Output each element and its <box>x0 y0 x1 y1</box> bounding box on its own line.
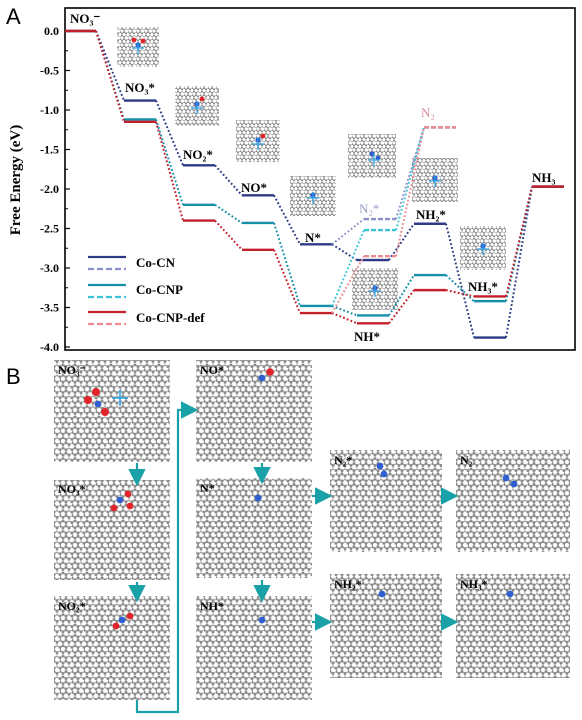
state-label-no3-minus: NO₃⁻ <box>70 11 100 26</box>
connector <box>214 219 243 251</box>
y-tick-label: -2.5 <box>40 222 59 236</box>
connector <box>331 304 358 317</box>
slab-label-nh-ads: NH* <box>200 599 224 613</box>
connector <box>155 119 184 206</box>
slab-nh2-ads <box>330 574 442 678</box>
panel-a-letter: A <box>6 4 21 29</box>
slab-nh3-ads <box>456 574 570 678</box>
series-layer <box>65 29 564 339</box>
y-tick-label: -1.5 <box>40 143 59 157</box>
connector <box>331 229 365 307</box>
connector <box>331 255 365 314</box>
scheme-arrows <box>128 401 459 714</box>
connector <box>331 312 358 325</box>
slab-n-ads <box>196 478 312 578</box>
state-label-no3-ads: NO₃* <box>125 80 155 95</box>
series-co-cnp <box>65 29 564 317</box>
y-axis-label: Free Energy (eV) <box>8 125 24 236</box>
slab-no3-ads <box>54 480 170 580</box>
y-tick-label: -1.0 <box>40 103 59 117</box>
state-label-n-ads: N* <box>305 230 321 245</box>
slab-no2-ads <box>54 596 170 700</box>
slab-label-n2-ads: N₂* <box>334 453 352 467</box>
series-co-cnp-def <box>65 29 564 325</box>
y-tick-label: 0.0 <box>44 24 59 38</box>
connector <box>388 289 415 324</box>
connector <box>214 203 243 224</box>
panel-b-letter: B <box>6 364 21 389</box>
state-label-no2-ads: NO₂* <box>183 147 213 162</box>
slab-nh-ads <box>196 596 312 700</box>
series-co-cnp-def-n2-branch <box>331 126 456 314</box>
connector <box>214 164 243 196</box>
state-label-nh-ads: NH* <box>354 329 380 344</box>
connector <box>505 186 533 297</box>
y-tick-label: -3.5 <box>40 301 59 315</box>
state-label-no-ads: NO* <box>241 180 267 195</box>
connector <box>273 222 301 307</box>
connector <box>505 186 533 338</box>
connector <box>395 127 425 231</box>
slab-label-no2-ads: NO₂* <box>58 599 86 613</box>
energy-profile-chart: 0.0 -0.5 -1.0 -1.5 -2.0 -2.5 -3.0 -3.5 -4.0 Free… <box>8 7 576 354</box>
slab-label-nh2-ads: NH₂* <box>334 577 362 591</box>
arrow-no2ads-to-noads <box>135 401 199 714</box>
structure-thumbnails <box>117 27 506 310</box>
legend-entry-co-cnp-def: Co-CNP-def <box>88 310 205 326</box>
y-axis: 0.0 -0.5 -1.0 -1.5 -2.0 -2.5 -3.0 -3.5 -4.0 <box>40 24 70 354</box>
state-label-n2-ads: N₂* <box>359 201 379 216</box>
connector <box>388 223 415 261</box>
slab-label-no3-ads: NO₃* <box>58 482 86 496</box>
slab-label-no3-minus: NO₃⁻ <box>58 363 86 377</box>
plot-frame <box>64 7 576 351</box>
slab-n2-ads <box>330 450 442 552</box>
y-tick-label: -0.5 <box>40 64 59 78</box>
legend-label-co-cnp-def: Co-CNP-def <box>136 310 205 325</box>
state-label-nh2-ads: NH₂* <box>416 207 446 222</box>
slab-label-n2: N₂ <box>460 453 473 467</box>
slab-label-n-ads: N* <box>200 481 215 495</box>
legend-entry-co-cnp: Co-CNP <box>88 282 183 299</box>
connector <box>273 249 301 314</box>
y-tick-label: -3.0 <box>40 261 59 275</box>
y-tick-label: -2.0 <box>40 182 59 196</box>
reaction-scheme: NO₃⁻ NO₃* NO₂* NO* N* NH* N₂* N₂ NH₂* NH… <box>54 360 570 714</box>
legend-entry-co-cn: Co-CN <box>88 255 176 271</box>
connector <box>445 289 475 298</box>
connector <box>445 223 475 338</box>
slab-no-ads <box>196 360 312 462</box>
slab-no3-minus <box>54 360 170 462</box>
slab-label-no-ads: NO* <box>200 363 224 377</box>
state-label-nh3: NH₃ <box>532 170 556 185</box>
connector <box>273 194 301 245</box>
slab-n2 <box>456 450 570 552</box>
connector <box>331 218 365 246</box>
legend-label-co-cnp: Co-CNP <box>136 282 183 297</box>
legend-label-co-cn: Co-CN <box>136 255 176 270</box>
y-tick-label: -4.0 <box>40 340 59 354</box>
legend: Co-CN Co-CNP Co-CNP-def <box>88 255 205 326</box>
state-label-nh3-ads: NH₃* <box>468 279 498 294</box>
state-label-n2: N₂ <box>421 105 435 120</box>
connector <box>155 121 184 221</box>
slab-label-nh3-ads: NH₃* <box>460 577 488 591</box>
